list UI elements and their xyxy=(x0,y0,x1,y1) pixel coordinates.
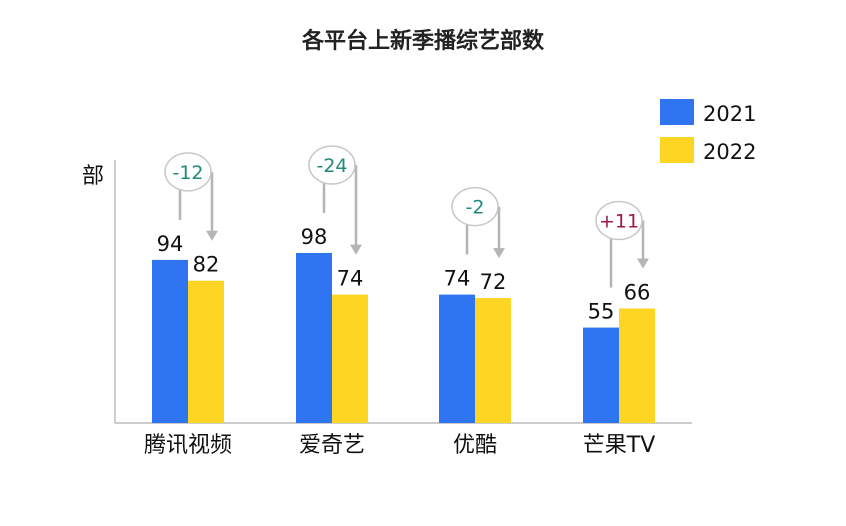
data-label: 66 xyxy=(624,280,651,304)
data-label: 98 xyxy=(301,225,328,249)
arrow-icon xyxy=(637,258,649,269)
chart-title: 各平台上新季播综艺部数 xyxy=(301,28,545,54)
data-label: 55 xyxy=(588,300,615,324)
bar-2022-优酷 xyxy=(475,298,511,423)
bar-2022-爱奇艺 xyxy=(332,294,368,423)
arrow-icon xyxy=(206,230,218,241)
bar-2021-腾讯视频 xyxy=(152,259,188,423)
annotation-bubble xyxy=(595,200,643,241)
bar-2021-爱奇艺 xyxy=(296,252,332,423)
category-label: 腾讯视频 xyxy=(144,433,232,458)
annotation-label: -2 xyxy=(466,197,485,219)
data-label: 74 xyxy=(444,267,471,291)
annotation-bubble xyxy=(308,145,356,185)
data-label: 94 xyxy=(157,232,184,256)
y-axis-label: 部 xyxy=(82,164,104,189)
bar-2021-优酷 xyxy=(439,294,475,423)
data-label: 72 xyxy=(480,270,507,294)
legend-label-2022: 2022 xyxy=(703,140,756,164)
arrow-icon xyxy=(493,248,505,259)
legend-swatch-2022 xyxy=(660,137,694,163)
bar-2021-芒果TV xyxy=(583,327,619,423)
legend-label-2021: 2021 xyxy=(703,102,756,126)
category-label: 芒果TV xyxy=(583,433,656,458)
annotation-bubble xyxy=(451,186,499,227)
category-label: 爱奇艺 xyxy=(299,433,365,458)
legend-swatch-2021 xyxy=(660,99,694,125)
annotation-label: -24 xyxy=(316,155,347,177)
annotation-bubble xyxy=(164,152,212,192)
category-label: 优酷 xyxy=(453,433,497,458)
data-label: 74 xyxy=(337,267,364,291)
annotation-label: -12 xyxy=(172,162,203,184)
annotation-label: +11 xyxy=(599,210,639,232)
data-label: 82 xyxy=(193,253,220,277)
arrow-icon xyxy=(350,244,362,255)
bar-2022-芒果TV xyxy=(619,308,655,423)
bar-2022-腾讯视频 xyxy=(188,280,224,423)
